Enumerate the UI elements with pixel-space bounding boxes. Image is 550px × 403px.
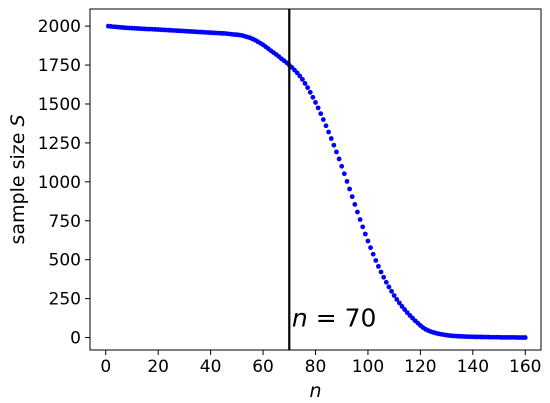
x-tick-label: 60	[252, 357, 274, 377]
data-point	[347, 186, 352, 192]
data-point	[307, 89, 313, 95]
data-point	[349, 194, 355, 200]
y-tick-label: 250	[49, 290, 81, 310]
data-point	[391, 293, 397, 298]
data-point	[357, 217, 363, 222]
x-tick-label: 40	[200, 357, 222, 377]
y-tick-label: 1750	[38, 56, 81, 76]
data-point	[394, 296, 400, 302]
x-tick-label: 20	[147, 357, 169, 377]
data-point	[381, 274, 387, 280]
y-tick-label: 2000	[38, 17, 81, 37]
threshold-annotation: n = 70	[292, 304, 377, 333]
annotation-variable: n	[292, 304, 308, 333]
data-point	[302, 81, 308, 86]
data-point	[310, 94, 316, 100]
data-point	[339, 163, 345, 169]
x-tick-label: 160	[509, 357, 541, 377]
x-axis-label: n	[309, 380, 321, 402]
data-point	[344, 178, 350, 184]
data-point	[355, 209, 360, 215]
data-point	[389, 288, 394, 294]
data-point	[334, 149, 339, 155]
data-point	[370, 251, 376, 257]
data-point	[331, 142, 337, 148]
data-point	[336, 156, 342, 162]
plot-frame	[89, 8, 542, 351]
y-tick-label: 750	[49, 212, 81, 232]
x-tick-label: 120	[404, 357, 436, 377]
data-point	[320, 117, 326, 122]
data-point	[315, 105, 321, 111]
data-point	[352, 202, 358, 207]
y-axis-label-text: sample size	[7, 127, 29, 245]
data-point	[376, 263, 381, 269]
y-axis-label: sample size S	[7, 114, 29, 244]
y-tick-label: 0	[70, 329, 81, 349]
y-tick-label: 1000	[38, 173, 81, 193]
data-point	[522, 335, 528, 340]
x-axis-ticks: 0 20 40 60 80 100 120 140 160	[100, 350, 541, 377]
data-point	[386, 284, 392, 290]
data-point	[397, 300, 402, 306]
data-point	[373, 258, 379, 263]
x-tick-label: 100	[352, 357, 384, 377]
data-point	[341, 171, 347, 177]
y-tick-label: 500	[49, 251, 81, 271]
annotation-value: = 70	[308, 304, 377, 333]
data-point	[362, 231, 368, 237]
data-point	[299, 76, 305, 82]
data-point	[323, 123, 329, 129]
data-points	[105, 23, 528, 340]
data-point	[326, 129, 332, 135]
x-tick-label: 0	[100, 357, 111, 377]
data-point	[328, 136, 334, 141]
data-point	[378, 269, 384, 275]
data-point	[297, 73, 303, 79]
x-tick-label: 140	[457, 357, 489, 377]
y-axis-label-symbol: S	[7, 114, 29, 126]
data-point	[313, 100, 318, 105]
data-point	[305, 85, 311, 91]
y-tick-label: 1250	[38, 134, 81, 154]
data-point	[368, 245, 373, 251]
x-tick-label: 80	[305, 357, 327, 377]
data-point	[383, 279, 389, 285]
data-point	[360, 224, 366, 230]
y-axis-ticks: 0 250 500 750 1000 1250 1500 1750 2000	[38, 17, 90, 349]
data-point	[365, 238, 371, 244]
y-tick-label: 1500	[38, 95, 81, 115]
data-point	[318, 111, 324, 117]
